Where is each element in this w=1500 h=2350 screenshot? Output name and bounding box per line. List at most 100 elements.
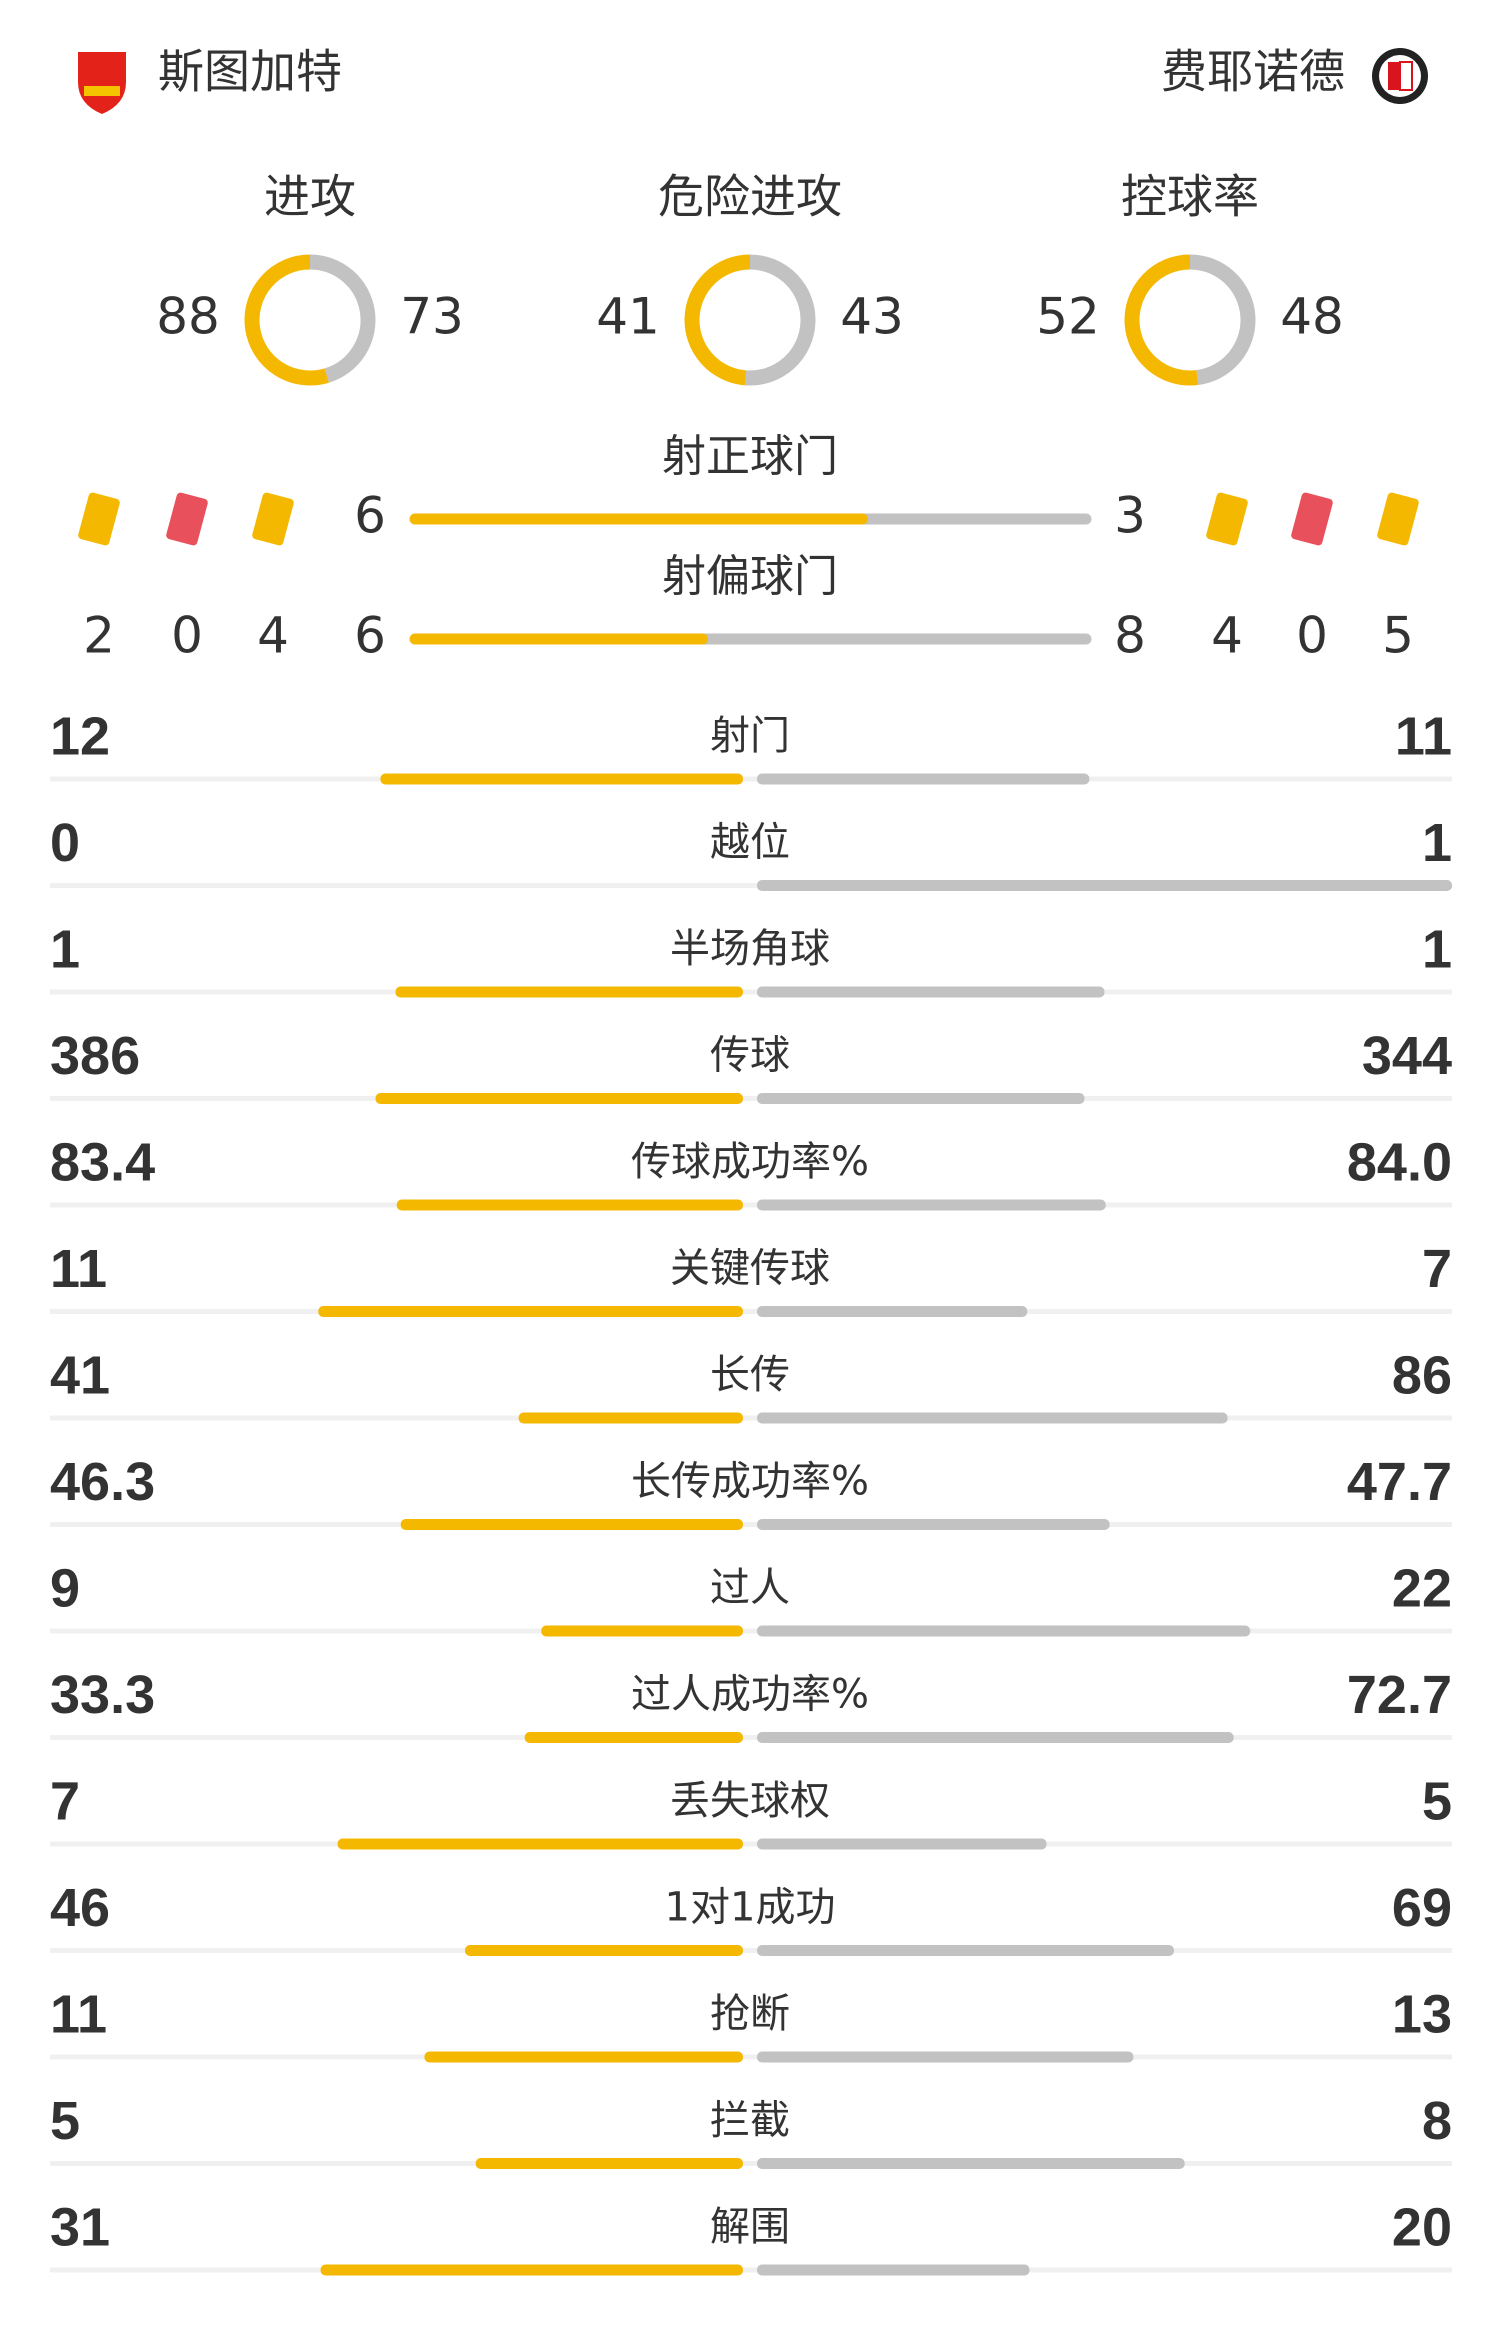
home-value: 7 bbox=[50, 1771, 80, 1831]
home-bar bbox=[380, 773, 743, 785]
home-bar bbox=[375, 1093, 743, 1104]
ring-away-arc bbox=[745, 254, 816, 386]
yellow-icon bbox=[252, 492, 294, 546]
home-value: 52 bbox=[1036, 288, 1100, 346]
stat-label: 关键传球 bbox=[670, 1246, 830, 1292]
away-bar bbox=[757, 1306, 1028, 1317]
stat-label: 越位 bbox=[710, 820, 790, 866]
corners-count: 5 bbox=[1382, 607, 1414, 665]
home-value: 41 bbox=[596, 288, 660, 346]
red-count: 0 bbox=[1296, 607, 1328, 665]
card bbox=[78, 492, 120, 546]
home-value: 1 bbox=[50, 919, 80, 979]
away-bar bbox=[757, 880, 1452, 891]
home-value: 11 bbox=[50, 1239, 107, 1299]
shot-label: 射正球门 bbox=[662, 431, 838, 482]
away-bar bbox=[757, 986, 1105, 998]
away-bar bbox=[757, 1199, 1106, 1211]
stat-label: 抢断 bbox=[710, 1991, 790, 2037]
away-bar bbox=[757, 1732, 1234, 1743]
home-team: 斯图加特 bbox=[158, 45, 342, 99]
away-bar bbox=[757, 1093, 1085, 1104]
away-value: 86 bbox=[1392, 1345, 1452, 1405]
away-value: 8 bbox=[1114, 607, 1146, 665]
home-bar bbox=[475, 2158, 743, 2169]
home-value: 83.4 bbox=[50, 1132, 155, 1192]
home-bar bbox=[524, 1732, 743, 1743]
home-value: 41 bbox=[50, 1345, 110, 1405]
home-bar bbox=[395, 986, 743, 998]
away-value: 11 bbox=[1395, 706, 1452, 766]
home-bar bbox=[541, 1625, 743, 1637]
stat-label: 1对1成功 bbox=[665, 1885, 836, 1931]
red-icon bbox=[166, 492, 208, 546]
stat-label: 丢失球权 bbox=[670, 1778, 830, 1824]
home-bar bbox=[320, 2264, 743, 2276]
home-bar bbox=[337, 1838, 743, 1850]
away-bar bbox=[757, 1945, 1174, 1956]
away-bar bbox=[757, 1519, 1110, 1530]
home-value: 0 bbox=[50, 813, 80, 873]
away-logo bbox=[1372, 48, 1428, 104]
ring-label: 危险进攻 bbox=[658, 170, 842, 224]
shot-label: 射偏球门 bbox=[662, 551, 838, 602]
red-icon bbox=[1291, 492, 1333, 546]
ring-away-arc bbox=[1189, 254, 1256, 385]
home-value: 12 bbox=[50, 706, 110, 766]
stat-label: 过人 bbox=[710, 1565, 790, 1611]
home-bar bbox=[400, 1519, 743, 1530]
card bbox=[166, 492, 208, 546]
away-value: 3 bbox=[1114, 487, 1146, 545]
stat-label: 长传成功率% bbox=[631, 1459, 869, 1505]
home-value: 11 bbox=[50, 1984, 107, 2044]
home-logo bbox=[78, 52, 126, 114]
stat-label: 拦截 bbox=[710, 2098, 790, 2144]
corners-count: 2 bbox=[83, 607, 115, 665]
stat-label: 半场角球 bbox=[670, 926, 830, 972]
yellow-count: 4 bbox=[257, 607, 289, 665]
home-value: 6 bbox=[354, 607, 386, 665]
away-value: 344 bbox=[1362, 1026, 1452, 1086]
away-value: 47.7 bbox=[1347, 1452, 1452, 1512]
card bbox=[1206, 492, 1248, 546]
ring-label: 控球率 bbox=[1121, 170, 1259, 224]
away-value: 13 bbox=[1392, 1984, 1452, 2044]
away-value: 1 bbox=[1422, 813, 1452, 873]
away-value: 8 bbox=[1422, 2091, 1452, 2151]
home-bar bbox=[518, 1412, 743, 1424]
stat-label: 过人成功率% bbox=[631, 1672, 869, 1718]
card bbox=[1377, 492, 1419, 546]
home-value: 9 bbox=[50, 1558, 80, 1618]
away-value: 7 bbox=[1422, 1239, 1452, 1299]
card bbox=[1291, 492, 1333, 546]
away-bar bbox=[757, 1625, 1251, 1637]
card bbox=[252, 492, 294, 546]
home-bar bbox=[424, 2051, 743, 2063]
away-value: 1 bbox=[1422, 919, 1452, 979]
away-bar bbox=[757, 2158, 1185, 2169]
corners-icon bbox=[1377, 492, 1419, 546]
ring-home-arc bbox=[1124, 254, 1199, 386]
away-bar bbox=[757, 2051, 1134, 2063]
away-bar bbox=[757, 1838, 1047, 1850]
away-value: 20 bbox=[1392, 2197, 1452, 2257]
home-value: 46 bbox=[50, 1878, 110, 1938]
home-value: 31 bbox=[50, 2197, 110, 2257]
home-value: 5 bbox=[50, 2091, 80, 2151]
ring-home-arc bbox=[684, 254, 751, 386]
away-bar bbox=[757, 1412, 1228, 1424]
home-bar bbox=[396, 1199, 743, 1211]
away-value: 84.0 bbox=[1347, 1132, 1452, 1192]
home-value: 6 bbox=[354, 487, 386, 545]
away-value: 48 bbox=[1280, 288, 1344, 346]
ring-away-arc bbox=[309, 254, 376, 383]
home-value: 88 bbox=[156, 288, 220, 346]
away-value: 5 bbox=[1422, 1771, 1452, 1831]
red-count: 0 bbox=[171, 607, 203, 665]
away-team: 费耶诺德 bbox=[1161, 45, 1345, 99]
away-value: 22 bbox=[1392, 1558, 1452, 1618]
home-bar bbox=[318, 1306, 743, 1317]
away-value: 43 bbox=[840, 288, 904, 346]
yellow-icon bbox=[1206, 492, 1248, 546]
